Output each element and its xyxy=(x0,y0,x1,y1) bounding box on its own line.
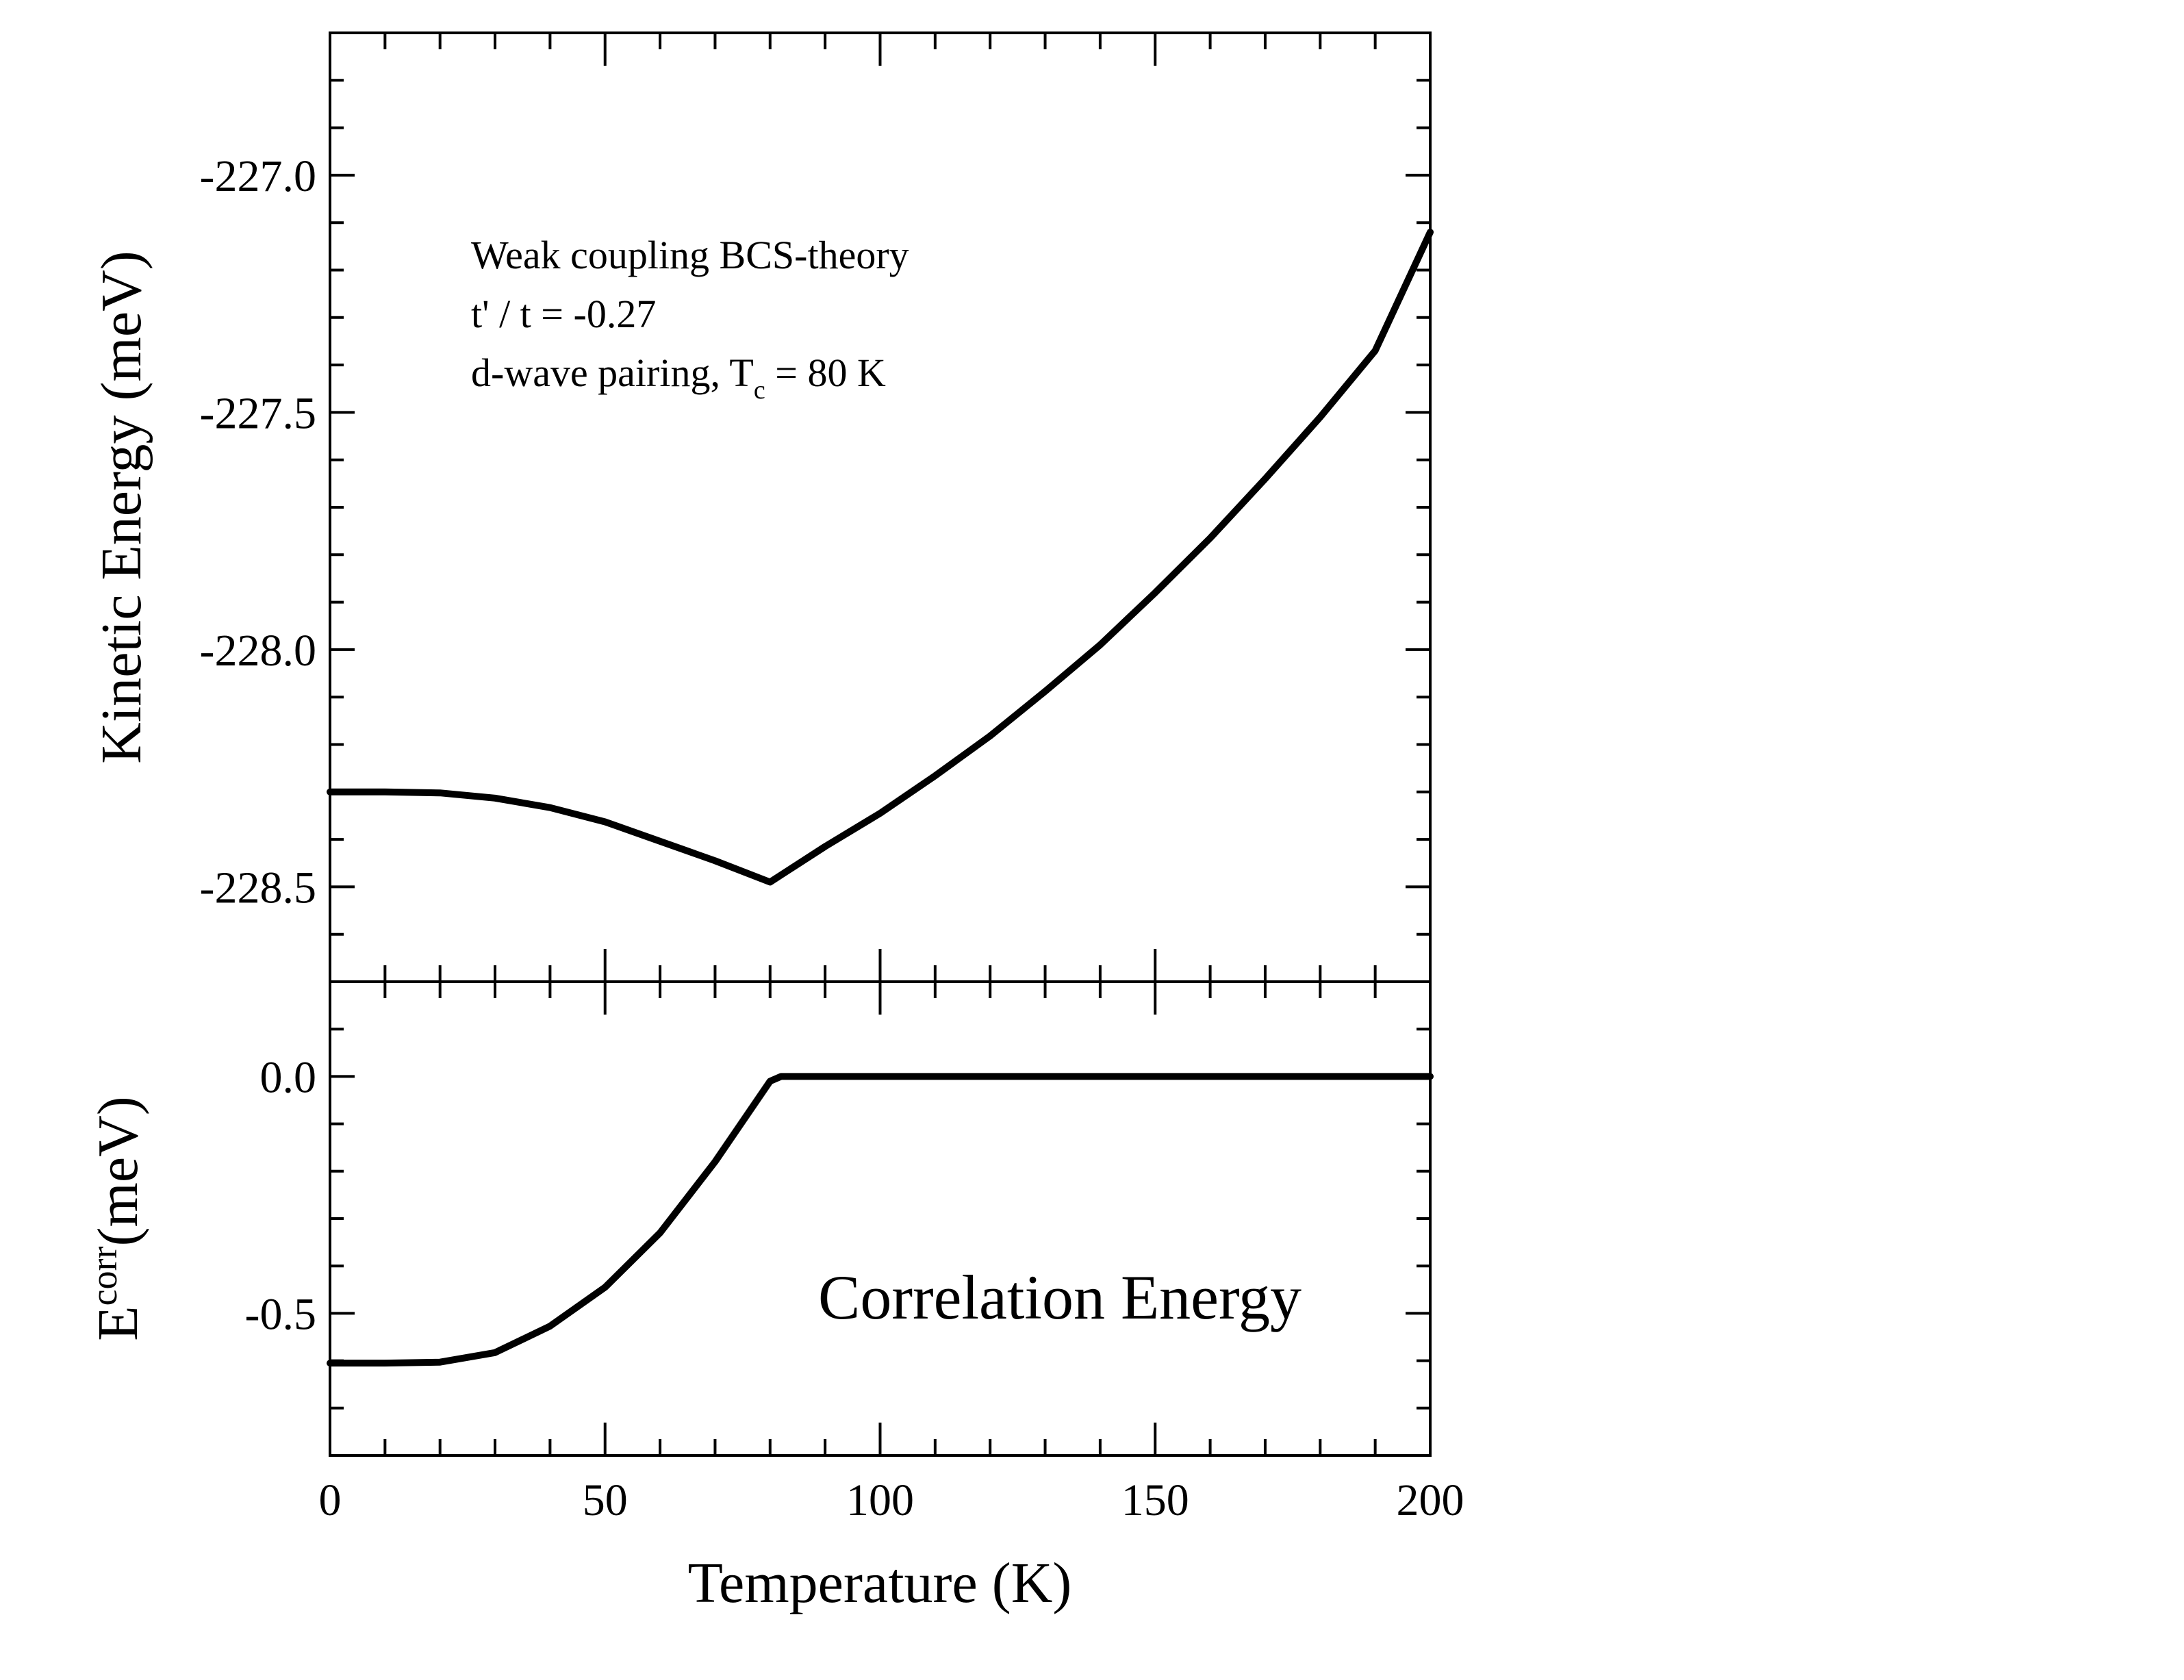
annotation-tc-subscript: c xyxy=(754,376,765,405)
y-tick-label: -228.0 xyxy=(200,626,316,676)
y-tick-label: 0.0 xyxy=(260,1052,317,1102)
x-tick-label: 150 xyxy=(1121,1475,1189,1525)
annotation-correlation-energy: Correlation Energy xyxy=(818,1262,1301,1332)
annotation-pairing-text: d-wave pairing, T xyxy=(471,351,754,395)
x-tick-labels: 0 50 100 150 200 xyxy=(319,1475,1464,1525)
bottom-y-title-unit: (meV) xyxy=(86,1096,150,1246)
correlation-energy-line xyxy=(327,1073,1434,1367)
bottom-plot-frame xyxy=(329,980,1432,1457)
annotation-pairing: d-wave pairing, Tc = 80 K xyxy=(471,351,886,405)
top-y-tick-labels: -227.0 -227.5 -228.0 -228.5 xyxy=(200,151,316,913)
top-y-axis-title: Kinetic Energy (meV) xyxy=(90,251,153,764)
bottom-y-title-main: E xyxy=(86,1306,150,1340)
bottom-y-title-superscript: corr xyxy=(84,1246,125,1306)
bottom-y-axis-title: Ecorr(meV) xyxy=(84,1096,150,1340)
bottom-axis-ticks xyxy=(329,982,1432,1455)
x-tick-label: 200 xyxy=(1397,1475,1464,1525)
top-axis-ticks xyxy=(329,33,1432,982)
x-tick-label: 100 xyxy=(846,1475,914,1525)
y-tick-label: -227.0 xyxy=(200,151,316,201)
annotation-tc-value: = 80 K xyxy=(765,351,886,395)
bottom-y-tick-labels: 0.0 -0.5 xyxy=(245,1052,316,1339)
x-tick-label: 50 xyxy=(583,1475,628,1525)
top-plot-frame xyxy=(329,31,1432,983)
correlation-energy-panel: 0.0 -0.5 0 50 100 150 200 Ecorr(meV) Correlat… xyxy=(84,980,1464,1615)
x-axis-title: Temperature (K) xyxy=(688,1551,1072,1615)
annotation-hopping-ratio: t' / t = -0.27 xyxy=(471,292,656,336)
y-tick-label: -227.5 xyxy=(200,388,316,438)
x-tick-label: 0 xyxy=(319,1475,342,1525)
annotation-theory: Weak coupling BCS-theory xyxy=(471,233,909,277)
kinetic-energy-panel: -227.0 -227.5 -228.0 -228.5 Kinetic Energy … xyxy=(90,31,1434,983)
y-tick-label: -0.5 xyxy=(245,1289,316,1339)
y-tick-label: -228.5 xyxy=(200,863,316,913)
kinetic-energy-line xyxy=(327,229,1434,886)
